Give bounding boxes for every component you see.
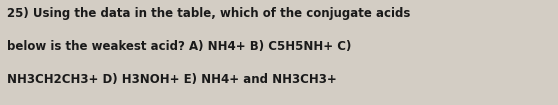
Text: 25) Using the data in the table, which of the conjugate acids: 25) Using the data in the table, which o…	[7, 7, 410, 20]
Text: NH3CH2CH3+ D) H3NOH+ E) NH4+ and NH3CH3+: NH3CH2CH3+ D) H3NOH+ E) NH4+ and NH3CH3+	[7, 74, 336, 87]
Text: below is the weakest acid? A) NH4+ B) C5H5NH+ C): below is the weakest acid? A) NH4+ B) C5…	[7, 40, 351, 53]
